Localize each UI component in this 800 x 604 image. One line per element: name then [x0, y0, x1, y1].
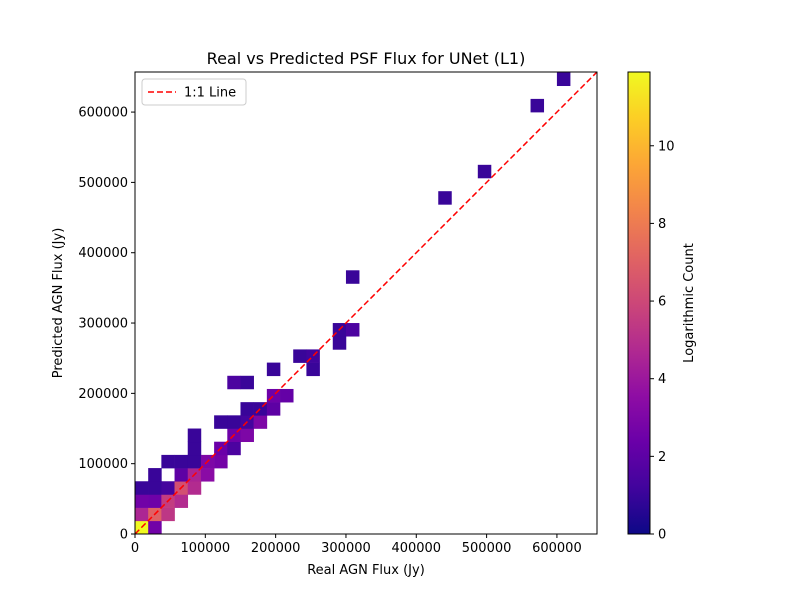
y-tick-label: 300000: [78, 317, 128, 332]
chart-title: Real vs Predicted PSF Flux for UNet (L1): [207, 49, 526, 68]
heatmap-cell: [266, 362, 281, 377]
heatmap-cell: [187, 481, 202, 495]
y-tick-label: 200000: [78, 387, 128, 402]
heatmap-cell: [345, 270, 360, 284]
heatmap-cell: [148, 494, 162, 508]
heatmap-cell: [214, 415, 228, 429]
heatmap-cell: [530, 98, 545, 113]
x-tick-label: 100000: [180, 541, 230, 556]
y-axis-ticks: 0 100000 200000 300000 400000 500000 600000: [78, 106, 135, 543]
heatmap-cell: [161, 507, 175, 522]
heatmap-cell: [135, 494, 149, 508]
heatmap-cell: [293, 349, 307, 363]
colorbar-label: Logarithmic Count: [682, 243, 697, 363]
y-tick-label: 600000: [78, 106, 128, 121]
heatmap-cell: [240, 375, 254, 390]
colorbar-tick-label: 10: [658, 139, 675, 154]
heatmap-cell: [148, 481, 162, 495]
heatmap-cell: [148, 520, 162, 534]
x-tick-label: 500000: [462, 541, 512, 556]
colorbar-ticks: 0 2 4 6 8 10: [650, 139, 675, 543]
colorbar-gradient: [627, 71, 651, 535]
heatmap-cell: [266, 402, 281, 416]
colorbar-tick-label: 0: [658, 528, 666, 543]
x-tick-label: 600000: [532, 541, 582, 556]
heatmap-cell: [161, 454, 175, 469]
x-tick-label: 0: [131, 541, 139, 556]
heatmap-cell: [227, 415, 241, 429]
heatmap-cell: [332, 336, 347, 350]
colorbar-tick-label: 2: [658, 450, 666, 465]
x-tick-label: 300000: [321, 541, 371, 556]
heatmap-cell: [240, 428, 254, 443]
heatmap-cell: [161, 481, 175, 495]
heatmap-cell: [477, 164, 492, 179]
heatmap-cell: [214, 454, 228, 469]
heatmap-cell: [280, 388, 294, 403]
heatmap-cell: [187, 441, 202, 456]
heatmap-cell: [174, 454, 189, 469]
x-tick-label: 400000: [391, 541, 441, 556]
legend-box: [141, 78, 247, 106]
x-axis-label: Real AGN Flux (Jy): [307, 563, 425, 578]
legend-label: 1:1 Line: [184, 86, 236, 101]
y-axis-label: Predicted AGN Flux (Jy): [51, 228, 66, 379]
x-tick-label: 200000: [251, 541, 301, 556]
heatmap-cell: [135, 507, 149, 522]
heatmap-cell: [200, 468, 215, 482]
heatmap-cell: [148, 468, 162, 482]
heatmap-cell: [438, 191, 452, 205]
one-to-one-line: [135, 72, 597, 534]
heatmap-cell: [253, 415, 268, 429]
y-tick-label: 500000: [78, 176, 128, 191]
colorbar: 0 2 4 6 8 10 Logarithmic Count: [627, 71, 697, 543]
heatmap-cell: [174, 468, 189, 482]
heatmap-cell: [174, 494, 189, 508]
y-tick-label: 100000: [78, 457, 128, 472]
plot-frame: [134, 71, 598, 535]
x-axis-ticks: 0 100000 200000 300000 400000 500000 600000: [131, 534, 582, 556]
heatmap-cell: [227, 375, 241, 390]
heatmap-cell: [187, 428, 202, 443]
heatmap-cell: [306, 362, 320, 377]
y-tick-label: 400000: [78, 246, 128, 261]
y-tick-label: 0: [120, 528, 128, 543]
heatmap-cell: [556, 72, 571, 87]
heatmap-cell: [227, 441, 241, 456]
heatmap-cell: [240, 402, 254, 416]
colorbar-tick-label: 8: [658, 217, 666, 232]
heatmap-cells: [135, 72, 571, 534]
heatmap-cell: [187, 454, 202, 469]
heatmap-cell: [135, 481, 149, 495]
colorbar-tick-label: 4: [658, 372, 666, 387]
colorbar-tick-label: 6: [658, 295, 666, 310]
legend: 1:1 Line: [141, 78, 247, 106]
heatmap-cell: [345, 323, 360, 337]
